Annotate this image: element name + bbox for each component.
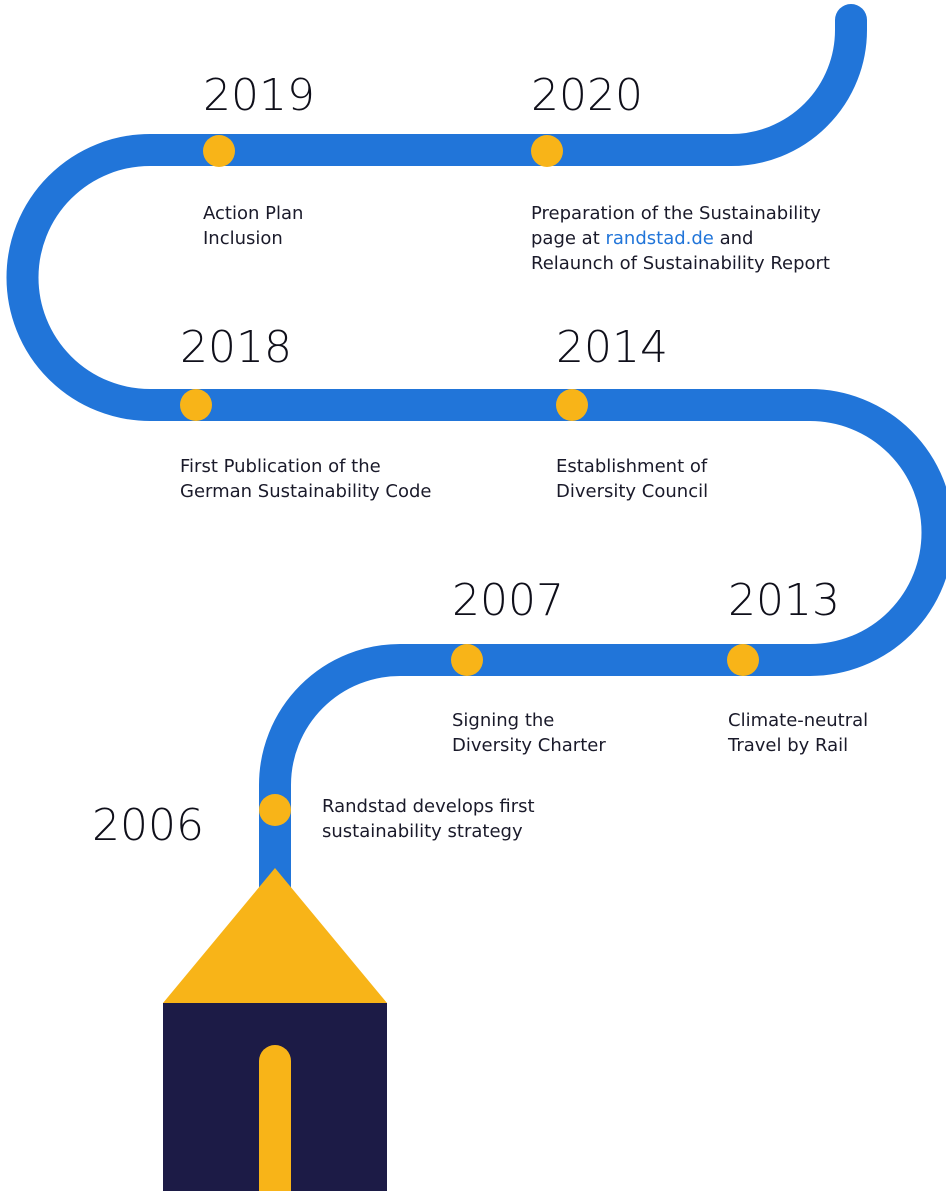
- description-line: Randstad develops first: [322, 796, 535, 817]
- description-line: page at randstad.de and: [531, 228, 753, 249]
- milestone-dot: [180, 389, 212, 421]
- milestone-dot: [259, 794, 291, 826]
- description-line: Climate-neutral: [728, 710, 868, 731]
- milestone-dot: [531, 135, 563, 167]
- description-line: Preparation of the Sustainability: [531, 203, 821, 224]
- link[interactable]: randstad.de: [606, 228, 714, 249]
- year: 2007: [452, 575, 564, 626]
- milestone-dot: [727, 644, 759, 676]
- milestone-dot: [451, 644, 483, 676]
- year: 2013: [728, 575, 840, 626]
- text: and: [714, 228, 754, 249]
- year: 2014: [556, 322, 668, 373]
- description-line: Action Plan: [203, 203, 303, 224]
- description-line: Signing the: [452, 710, 554, 731]
- house-roof: [163, 868, 387, 1003]
- description-line: First Publication of the: [180, 456, 381, 477]
- description-line: Diversity Charter: [452, 735, 606, 756]
- year: 2020: [531, 70, 643, 121]
- year: 2018: [180, 322, 292, 373]
- description-line: Diversity Council: [556, 481, 708, 502]
- description-line: German Sustainability Code: [180, 481, 431, 502]
- road: [6, 4, 946, 916]
- milestone-dot: [556, 389, 588, 421]
- year: 2006: [92, 800, 204, 851]
- year: 2019: [203, 70, 315, 121]
- house-door: [259, 1045, 291, 1191]
- text: page at: [531, 228, 606, 249]
- description-line: Inclusion: [203, 228, 283, 249]
- description-line: Relaunch of Sustainability Report: [531, 253, 830, 274]
- description-line: Establishment of: [556, 456, 708, 477]
- description-line: Travel by Rail: [727, 735, 848, 756]
- description-line: sustainability strategy: [322, 821, 523, 842]
- milestone-dot: [203, 135, 235, 167]
